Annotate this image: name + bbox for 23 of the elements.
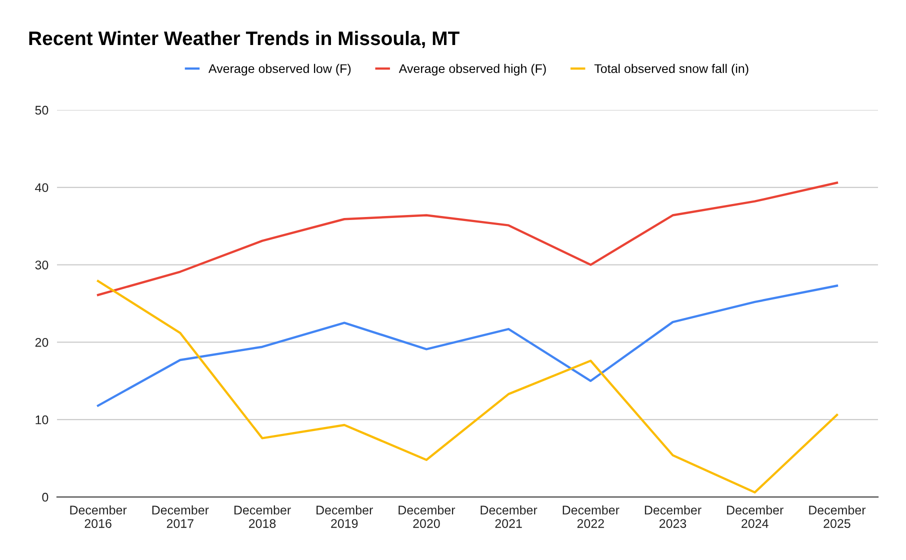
legend-label: Total observed snow fall (in) (594, 64, 748, 76)
x-tick-label: December 2019 (316, 505, 373, 528)
legend-label: Average observed high (F) (398, 64, 546, 76)
y-tick-label: 20 (35, 338, 48, 347)
line-series (96, 182, 838, 296)
y-tick-label: 40 (35, 183, 48, 192)
x-tick-label: December 2022 (562, 505, 620, 528)
line-series (96, 284, 838, 407)
x-tick-label: December 2024 (727, 505, 784, 528)
x-tick-label: December 2025 (809, 505, 866, 528)
y-tick-label: 50 (35, 106, 48, 115)
line-series (96, 280, 838, 494)
legend-label: Average observed low (F) (208, 64, 351, 76)
y-tick-label: 30 (35, 260, 48, 270)
y-tick-label: 10 (36, 415, 48, 424)
y-tick-label: 0 (42, 492, 48, 502)
x-tick-label: December 2023 (644, 505, 702, 528)
x-tick-label: December 2020 (398, 505, 456, 528)
x-tick-label: December 2016 (70, 505, 127, 528)
x-tick-label: December 2017 (152, 505, 209, 528)
chart-title: Recent Winter Weather Trends in Missoula, MT (29, 30, 460, 48)
x-tick-label: December 2018 (234, 505, 291, 528)
x-tick-label: December 2021 (480, 505, 538, 528)
